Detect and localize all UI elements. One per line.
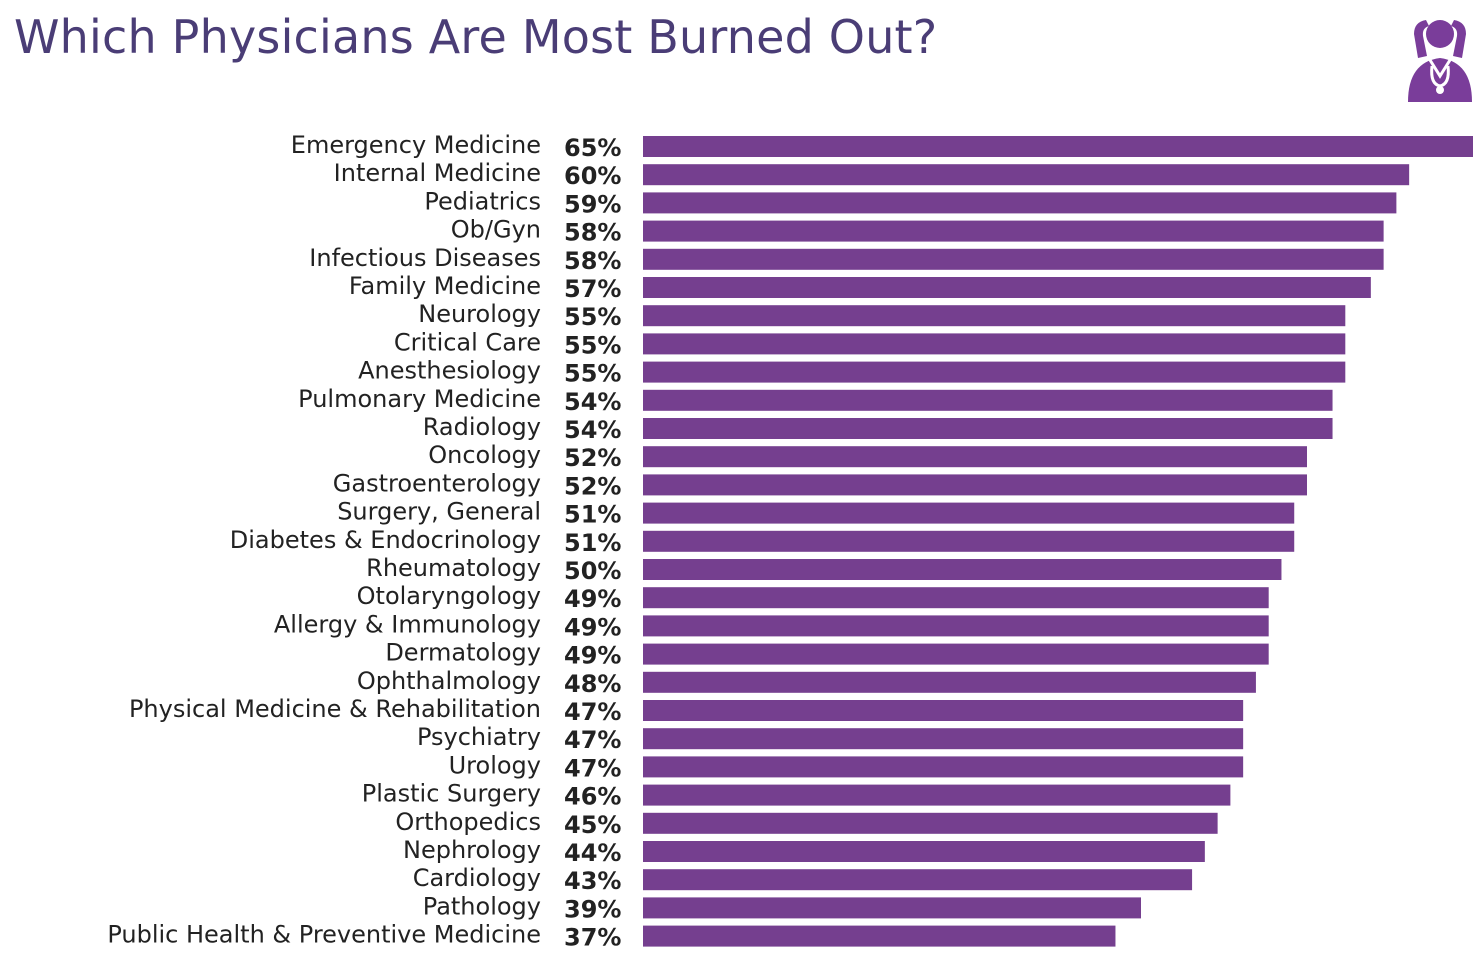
category-label: Diabetes & Endocrinology bbox=[230, 526, 541, 554]
value-label: 55% bbox=[564, 331, 621, 359]
bar bbox=[643, 784, 1231, 806]
bar bbox=[643, 671, 1256, 693]
category-label: Rheumatology bbox=[366, 554, 541, 582]
value-label: 47% bbox=[564, 754, 621, 782]
bar bbox=[643, 389, 1333, 411]
category-label: Otolaryngology bbox=[357, 582, 541, 610]
bar bbox=[643, 502, 1295, 524]
bar bbox=[643, 897, 1141, 919]
category-label: Anesthesiology bbox=[358, 357, 541, 385]
value-label: 43% bbox=[564, 867, 621, 895]
category-label: Infectious Diseases bbox=[309, 244, 541, 272]
value-label: 51% bbox=[564, 529, 621, 557]
category-label: Nephrology bbox=[403, 836, 541, 864]
value-label: 57% bbox=[564, 275, 621, 303]
value-label: 52% bbox=[564, 472, 621, 500]
value-label: 46% bbox=[564, 783, 621, 811]
category-label: Critical Care bbox=[394, 328, 541, 356]
bar bbox=[643, 841, 1205, 862]
bar bbox=[643, 305, 1346, 327]
value-label: 48% bbox=[564, 670, 621, 698]
bar bbox=[643, 474, 1307, 496]
value-label: 52% bbox=[564, 444, 621, 472]
value-label: 45% bbox=[564, 811, 621, 839]
value-label: 54% bbox=[564, 416, 621, 444]
category-label: Ophthalmology bbox=[357, 667, 541, 695]
value-label: 59% bbox=[564, 190, 621, 218]
bar bbox=[643, 361, 1346, 383]
value-label: 49% bbox=[564, 585, 621, 613]
value-label: 58% bbox=[564, 247, 621, 275]
category-label: Pulmonary Medicine bbox=[298, 385, 541, 413]
bar bbox=[643, 220, 1384, 242]
value-label: 54% bbox=[564, 388, 621, 416]
value-label: 49% bbox=[564, 613, 621, 641]
bar bbox=[643, 446, 1307, 468]
value-label: 49% bbox=[564, 642, 621, 670]
value-label: 44% bbox=[564, 839, 621, 867]
category-label: Family Medicine bbox=[349, 272, 541, 300]
category-label: Pathology bbox=[423, 892, 541, 920]
bar bbox=[643, 333, 1346, 355]
bar bbox=[643, 248, 1384, 270]
doctor-stethoscope-icon bbox=[1408, 20, 1472, 102]
category-label: Orthopedics bbox=[395, 808, 541, 836]
category-label: Cardiology bbox=[413, 864, 541, 892]
bar bbox=[643, 812, 1218, 834]
category-label: Surgery, General bbox=[337, 498, 541, 526]
value-label: 39% bbox=[564, 895, 621, 923]
bar bbox=[643, 615, 1269, 637]
category-label: Oncology bbox=[428, 441, 541, 469]
value-label: 50% bbox=[564, 557, 621, 585]
value-label: 65% bbox=[564, 134, 621, 162]
bar bbox=[643, 136, 1473, 157]
bar bbox=[643, 559, 1282, 580]
bar bbox=[643, 728, 1244, 750]
category-label: Radiology bbox=[423, 413, 541, 441]
value-label: 58% bbox=[564, 219, 621, 247]
bar bbox=[643, 869, 1193, 891]
category-label: Ob/Gyn bbox=[451, 216, 541, 244]
category-label: Psychiatry bbox=[417, 723, 541, 751]
category-label: Emergency Medicine bbox=[291, 131, 541, 159]
bar bbox=[643, 925, 1116, 947]
category-label: Plastic Surgery bbox=[362, 780, 541, 808]
category-label: Gastroenterology bbox=[333, 469, 541, 497]
bar bbox=[643, 756, 1244, 778]
value-label: 55% bbox=[564, 360, 621, 388]
value-label: 55% bbox=[564, 303, 621, 331]
value-label: 47% bbox=[564, 698, 621, 726]
category-label: Pediatrics bbox=[424, 187, 541, 215]
bar bbox=[643, 418, 1333, 439]
bar bbox=[643, 192, 1397, 214]
chart-title: Which Physicians Are Most Burned Out? bbox=[14, 10, 938, 64]
category-label: Dermatology bbox=[385, 639, 541, 667]
category-label: Urology bbox=[449, 751, 541, 779]
bar bbox=[643, 164, 1410, 186]
bar bbox=[643, 643, 1269, 665]
category-label: Public Health & Preventive Medicine bbox=[107, 921, 541, 949]
category-label: Physical Medicine & Rehabilitation bbox=[129, 695, 541, 723]
bar bbox=[643, 587, 1269, 609]
bar bbox=[643, 530, 1295, 552]
value-label: 47% bbox=[564, 726, 621, 754]
value-label: 60% bbox=[564, 162, 621, 190]
bar bbox=[643, 700, 1244, 721]
value-label: 51% bbox=[564, 501, 621, 529]
category-label: Allergy & Immunology bbox=[274, 610, 541, 638]
category-label: Internal Medicine bbox=[334, 159, 541, 187]
bar bbox=[643, 277, 1371, 298]
value-label: 37% bbox=[564, 924, 621, 952]
category-label: Neurology bbox=[418, 300, 541, 328]
